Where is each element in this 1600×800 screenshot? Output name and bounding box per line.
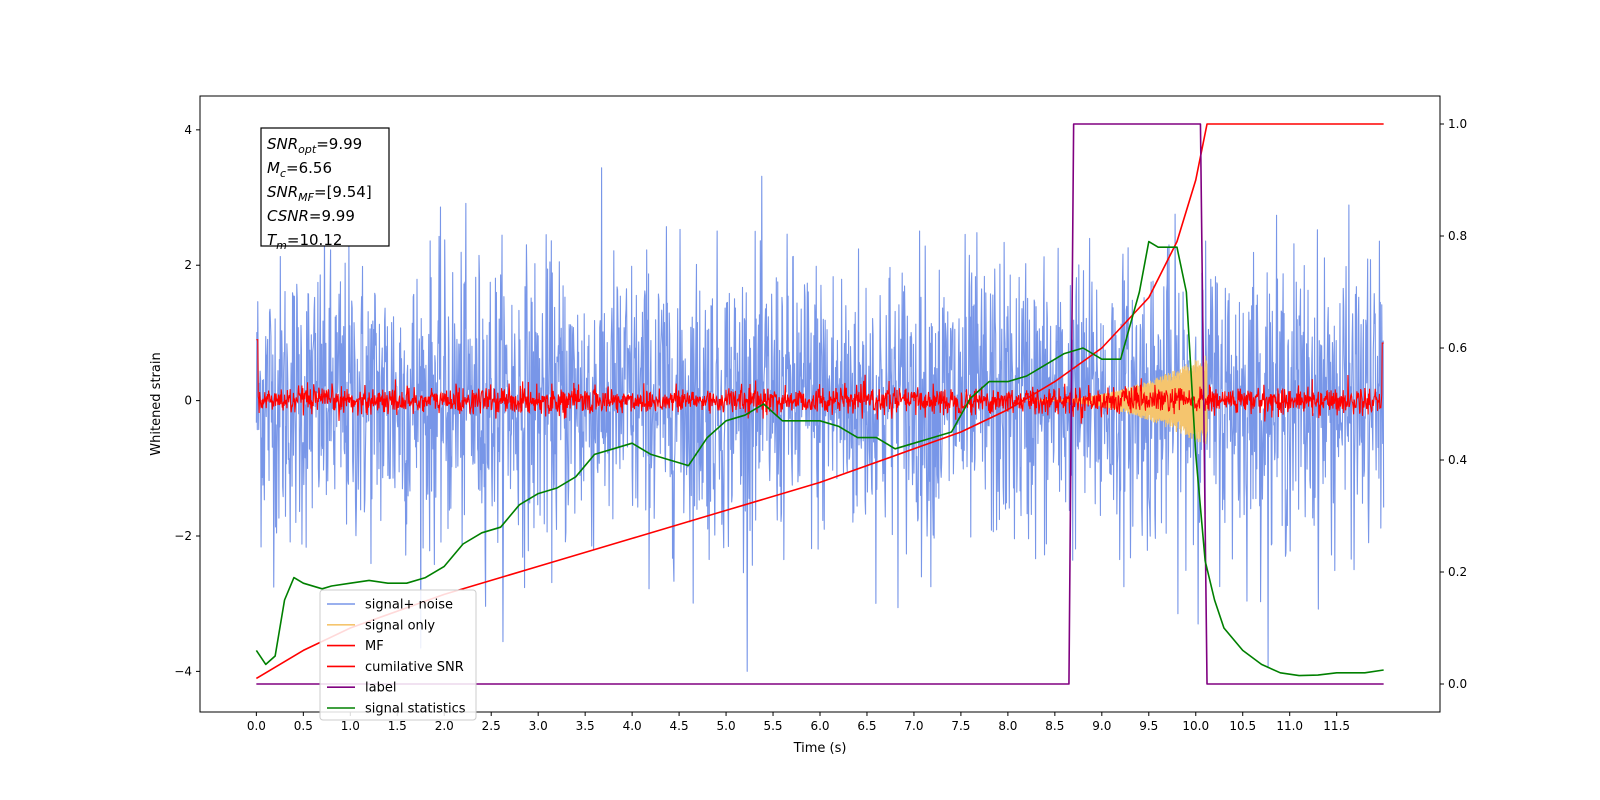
y2-tick-label: 0.8 (1448, 229, 1467, 243)
x-tick-label: 0.0 (247, 719, 266, 733)
y-tick-label: 4 (184, 123, 192, 137)
x-tick-label: 8.0 (998, 719, 1017, 733)
y-tick-label: 2 (184, 258, 192, 272)
annotation-line: SNRMF=[9.54] (267, 183, 372, 204)
x-tick-label: 2.5 (482, 719, 501, 733)
annotation-frame (260, 127, 390, 247)
x-tick-label: 11.5 (1323, 719, 1350, 733)
x-tick-label: 3.0 (529, 719, 548, 733)
series-mf (256, 339, 1384, 424)
x-tick-label: 8.5 (1045, 719, 1064, 733)
x-tick-label: 3.5 (576, 719, 595, 733)
x-tick-label: 9.0 (1092, 719, 1111, 733)
x-axis-label: Time (s) (793, 741, 847, 756)
x-tick-label: 10.5 (1229, 719, 1256, 733)
x-tick-label: 4.0 (623, 719, 642, 733)
series-label (256, 123, 1384, 685)
y2-tick-label: 0.6 (1448, 341, 1467, 355)
y-tick-label: −4 (174, 664, 192, 678)
x-tick-label: 2.0 (435, 719, 454, 733)
y2-tick-label: 1.0 (1448, 117, 1467, 131)
x-tick-label: 11.0 (1276, 719, 1303, 733)
y2-tick-label: 0.2 (1448, 565, 1467, 579)
series-signal-noise (255, 167, 1385, 672)
x-tick-label: 1.5 (388, 719, 407, 733)
x-tick-label: 10.0 (1182, 719, 1209, 733)
legend-label: signal only (365, 618, 435, 633)
x-tick-label: 5.5 (763, 719, 782, 733)
x-tick-label: 5.0 (717, 719, 736, 733)
y-tick-label: −2 (174, 529, 192, 543)
x-tick-label: 6.0 (810, 719, 829, 733)
legend-label: cumilative SNR (365, 660, 464, 675)
legend: signal+ noise signal only MF cumilative SNR… (319, 589, 477, 721)
y-tick-label: 0 (184, 394, 192, 408)
annotation-line: Mc=6.56 (267, 159, 332, 180)
x-tick-label: 1.0 (341, 719, 360, 733)
x-tick-label: 7.5 (951, 719, 970, 733)
legend-label: MF (365, 639, 384, 654)
annotation-line: Tm=10.12 (267, 231, 342, 252)
series-signal-statistics (255, 240, 1384, 677)
x-tick-label: 6.5 (857, 719, 876, 733)
x-tick-label: 9.5 (1139, 719, 1158, 733)
y2-tick-label: 0.4 (1448, 453, 1467, 467)
legend-label: signal statistics (365, 702, 466, 717)
annotation-line: SNRopt=9.99 (267, 135, 362, 156)
x-tick-label: 4.5 (670, 719, 689, 733)
legend-label: label (365, 681, 396, 696)
y-axis-label: Whitened strain (149, 352, 164, 455)
legend-label: signal+ noise (365, 598, 453, 613)
x-tick-label: 0.5 (294, 719, 313, 733)
axes-layer: 0.0 0.5 1.0 1.5 2.0 2.5 3.0 3.5 4.0 4.5 5.0 5.5 6.0 6… (174, 117, 1467, 733)
legend-frame (319, 589, 477, 721)
y2-tick-label: 0.0 (1448, 677, 1467, 691)
x-tick-label: 7.0 (904, 719, 923, 733)
annotation-box: SNRopt=9.99 Mc=6.56 SNRMF=[9.54] CSNR=9.99 T… (260, 127, 390, 252)
annotation-line: CSNR=9.99 (267, 207, 355, 225)
